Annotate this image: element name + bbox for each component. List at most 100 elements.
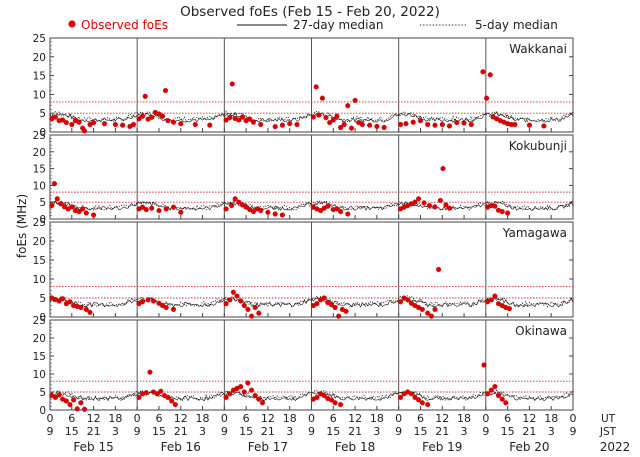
observed-point [236,199,242,205]
observed-point [345,103,351,109]
observed-point [76,119,82,125]
observed-point [58,201,64,207]
ut-tick-label: 12 [348,412,362,425]
median-5day-line [49,110,574,124]
observed-point [63,398,69,404]
observed-point [162,88,169,94]
observed-point [327,120,333,126]
observed-point [241,389,247,395]
observed-point [192,121,198,128]
observed-point [338,402,344,408]
jst-axis-label: JST [599,426,617,438]
observed-point [80,206,86,212]
observed-point [410,119,416,125]
jst-tick-label: 9 [482,425,489,438]
observed-point [207,122,213,128]
observed-point [250,119,256,125]
jst-tick-label: 9 [47,425,54,438]
observed-point [227,391,233,397]
observed-point [245,380,251,386]
observed-point [49,203,55,209]
observed-point [223,301,229,307]
observed-point [421,200,427,206]
jst-tick-label: 3 [373,425,380,438]
observed-point [338,124,344,131]
legend-observed-marker [68,20,76,28]
observed-point [51,181,57,187]
observed-point [142,93,148,99]
observed-point [461,120,467,126]
y-tick-label: 25 [33,33,46,45]
observed-point [480,69,486,75]
observed-point [432,122,438,128]
observed-point [52,394,58,400]
ut-tick-label: 6 [155,412,162,425]
observed-point [348,125,355,131]
observed-point [336,313,342,319]
observed-point [341,121,347,128]
observed-point [130,121,137,128]
observed-point [250,209,256,215]
panel-wakkanai: 0 5 10 15 20 25 Wakkanai [33,33,574,139]
observed-point [338,209,344,215]
ut-tick-label: 12 [87,412,101,425]
observed-point [334,206,340,212]
observed-point [91,212,97,218]
observed-point [170,204,177,210]
panels: 0 5 10 15 20 25 Wakkanai 0 5 10 15 20 25 Kokubunji 0 5 1… [33,33,574,417]
observed-point [426,203,433,209]
observed-point [279,122,285,128]
observed-point [492,203,498,209]
jst-tick-label: 21 [435,425,449,438]
ut-axis-label: UT [601,413,616,425]
observed-point [334,113,340,119]
jst-tick-label: 21 [522,425,536,438]
observed-point [249,313,255,319]
observed-point [512,121,518,128]
observed-point [69,204,75,210]
ut-tick-label: 12 [435,412,449,425]
day-label: Feb 20 [509,440,549,454]
ut-tick-label: 18 [457,412,471,425]
observed-point [526,122,532,128]
jst-tick-label: 15 [239,425,253,438]
observed-point [227,115,233,121]
jst-tick-label: 21 [174,425,188,438]
observed-point [101,121,108,127]
y-tick-label: 15 [33,255,46,267]
jst-tick-label: 15 [413,425,427,438]
observed-point [56,392,62,398]
observed-point [249,387,255,393]
observed-point [232,196,238,202]
day-label: Feb 17 [248,440,288,454]
ut-tick-label: 6 [417,412,424,425]
y-tick-label: 25 [33,217,46,229]
observed-point [149,114,155,120]
jst-tick-label: 3 [548,425,555,438]
observed-point [67,402,73,408]
observed-point [143,207,149,213]
observed-point [359,121,365,128]
observed-point [74,406,80,412]
observed-point [419,400,425,406]
observed-point [487,72,493,78]
observed-point [81,406,88,412]
x-axis: UT JST 2022 0961512211830961512211830961… [47,412,631,454]
observed-point [416,196,422,202]
observed-point [325,203,331,209]
observed-point [314,301,320,307]
station-label: Wakkanai [509,42,567,56]
day-label: Feb 15 [73,440,113,454]
jst-tick-label: 3 [112,425,119,438]
observed-point [163,206,169,212]
observed-point [484,95,490,101]
observed-point [328,397,335,403]
y-tick-label: 0 [39,312,46,324]
observed-point [245,306,251,312]
observed-point [172,402,178,408]
observed-point [287,121,293,127]
panel-kokubunji: 0 5 10 15 20 25 Kokubunji [33,130,574,226]
observed-point [345,211,351,217]
observed-point [158,388,164,394]
